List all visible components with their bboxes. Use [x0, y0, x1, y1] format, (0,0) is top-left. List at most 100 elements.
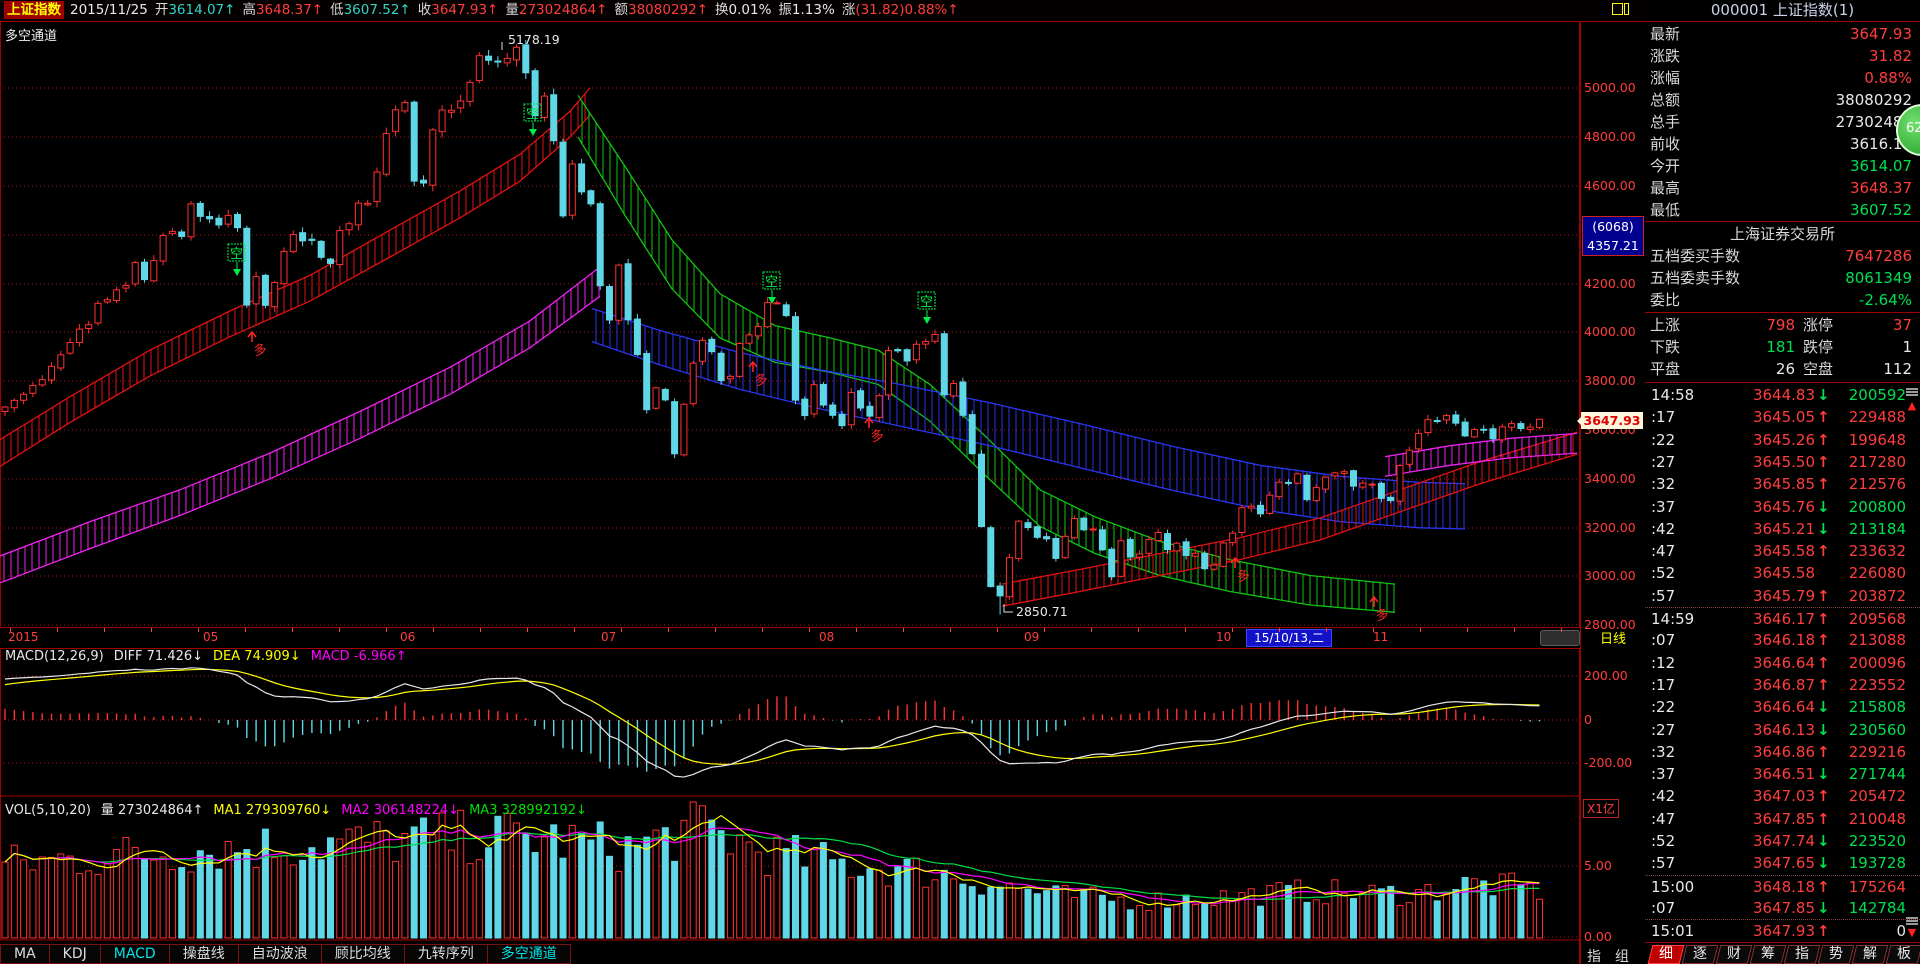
tick-row[interactable]: 15:00 3648.18 ↑ 175264	[1645, 874, 1920, 898]
ohlc-field-label: 开	[154, 2, 169, 18]
current-price-tag: 3647.93	[1577, 412, 1643, 429]
macd-axis-label: -200.00	[1584, 755, 1633, 770]
indicator-tab-操盘线[interactable]: 操盘线	[169, 944, 239, 964]
quote-view-tab-细[interactable]: 细	[1647, 945, 1685, 964]
macd-axis-label: 0	[1584, 712, 1592, 727]
ticklist-scroll-handle-bottom[interactable]	[1906, 916, 1918, 926]
tick-row[interactable]: :12 3646.64 ↑ 200096	[1651, 653, 1906, 672]
channel-magenta-flat-right	[1384, 432, 1578, 477]
ticklist-scroll-handle-top[interactable]	[1906, 387, 1918, 397]
short-signal-marker: 空	[762, 271, 781, 304]
quote-view-tab-解[interactable]: 解	[1851, 945, 1889, 964]
vol-header-item: MA1 279309760↓	[213, 803, 332, 818]
overlay-indicator-label: 多空通道	[5, 29, 58, 44]
quote-view-tab-bar: 细逐财筹指势解板	[1647, 945, 1920, 964]
ohlc-field-value: 3647.93↑	[431, 2, 499, 18]
tick-row[interactable]: :32 3646.86 ↑ 229216	[1651, 742, 1906, 761]
indicator-tab-多空通道[interactable]: 多空通道	[487, 944, 571, 964]
quote-view-tab-财[interactable]: 财	[1715, 945, 1753, 964]
market-breadth-row: 上涨 798 涨停 37	[1650, 316, 1912, 334]
indicator-tab-九转序列[interactable]: 九转序列	[404, 944, 488, 964]
price-axis-label: 3800.00	[1584, 373, 1636, 388]
quote-view-tab-逐[interactable]: 逐	[1681, 945, 1719, 964]
quote-row: 今开 3614.07	[1650, 157, 1912, 175]
tick-row[interactable]: :27 3646.13 ↓ 230560	[1651, 720, 1906, 739]
price-axis-label: 4200.00	[1584, 276, 1636, 291]
macd-axis-label: 200.00	[1584, 668, 1628, 683]
indicator-tab-MACD[interactable]: MACD	[100, 944, 170, 964]
ohlc-field-label: 振	[778, 2, 792, 18]
tick-row[interactable]: :42 3647.03 ↑ 205472	[1651, 787, 1906, 806]
tick-row[interactable]: :57 3647.65 ↓ 193728	[1651, 854, 1906, 873]
quote-view-tab-筹[interactable]: 筹	[1749, 945, 1787, 964]
ohlc-field-value: 3614.07↑	[168, 2, 236, 18]
macd-header-item: MACD(12,26,9)	[5, 649, 104, 664]
ticklist-scroll-up-icon[interactable]: ▲	[1907, 399, 1917, 412]
price-axis-label: 4800.00	[1584, 129, 1636, 144]
quote-row: 涨跌 31.82	[1650, 47, 1912, 65]
chart-scrollbar-thumb[interactable]	[1540, 630, 1580, 646]
tick-row[interactable]: 14:58 3644.83 ↓ 200592	[1651, 386, 1906, 404]
svg-text:空: 空	[765, 275, 778, 290]
quote-view-tab-板[interactable]: 板	[1885, 945, 1920, 964]
short-signal-marker: 空	[917, 291, 936, 324]
indicator-tab-MA[interactable]: MA	[0, 944, 50, 964]
tick-row[interactable]: :07 3646.18 ↑ 213088	[1651, 631, 1906, 650]
price-axis-label: 4600.00	[1584, 178, 1636, 193]
channel-green-falling	[577, 94, 1396, 613]
price-axis-label: 3200.00	[1584, 520, 1636, 535]
tick-row[interactable]: :22 3646.64 ↓ 215808	[1651, 698, 1906, 717]
quote-panel-title: 000001 上证指数(1)	[1645, 0, 1920, 22]
indicator-tab-自动波浪[interactable]: 自动波浪	[238, 944, 322, 964]
price-axis-label: 5000.00	[1584, 80, 1636, 95]
period-label[interactable]: 日线	[1599, 632, 1626, 647]
date-axis-tick: 07	[601, 630, 617, 644]
tick-row[interactable]: :52 3647.74 ↓ 223520	[1651, 832, 1906, 850]
long-signal-marker: 多	[1230, 556, 1251, 585]
ohlc-field-value: 3607.52↑	[343, 2, 411, 18]
exchange-row: 五档委卖手数 8061349	[1650, 269, 1912, 287]
indicator-tab-顾比均线[interactable]: 顾比均线	[321, 944, 405, 964]
tick-row[interactable]: 14:59 3646.17 ↑ 209568	[1645, 607, 1920, 630]
svg-text:多: 多	[869, 427, 885, 445]
date-axis-tick: 08	[819, 630, 835, 644]
tick-row[interactable]: :27 3645.50 ↑ 217280	[1651, 452, 1906, 471]
quote-view-tab-指[interactable]: 指	[1783, 945, 1821, 964]
tick-row[interactable]: :37 3646.51 ↓ 271744	[1651, 765, 1906, 784]
indicator-tab-KDJ[interactable]: KDJ	[49, 944, 101, 964]
tick-row[interactable]: :42 3645.21 ↓ 213184	[1651, 519, 1906, 538]
ohlc-field-value: 273024864↑	[518, 2, 608, 18]
tick-row[interactable]: :47 3647.85 ↑ 210048	[1651, 809, 1906, 828]
svg-text:多: 多	[1374, 606, 1390, 624]
tick-row[interactable]: :22 3645.26 ↑ 199648	[1651, 430, 1906, 449]
trough-price-annotation: 2850.71	[1016, 604, 1068, 619]
macd-header-item: DEA 74.909↓	[213, 649, 301, 664]
tick-row[interactable]: :57 3645.79 ↑ 203872	[1651, 586, 1906, 605]
tick-row[interactable]: :17 3645.05 ↑ 229488	[1651, 408, 1906, 427]
svg-text:多: 多	[252, 341, 268, 359]
exchange-row: 委比 -2.64%	[1650, 291, 1912, 309]
vol-axis-label: 0.00	[1584, 929, 1612, 944]
indicator-group-buttons[interactable]: 指组	[1587, 949, 1643, 964]
price-axis-column: 5000.00 4800.00 4600.00 4200.00 4000.00 3800.…	[1577, 22, 1646, 964]
tick-row[interactable]: :07 3647.85 ↓ 142784	[1651, 898, 1906, 917]
tick-row[interactable]: 15:01 3647.93 ↑ 0	[1645, 919, 1920, 942]
price-axis-label: 4000.00	[1584, 324, 1636, 339]
tick-row[interactable]: :37 3645.76 ↓ 200800	[1651, 497, 1906, 516]
tick-row[interactable]: :47 3645.58 ↑ 233632	[1651, 542, 1906, 561]
tick-row[interactable]: :17 3646.87 ↑ 223552	[1651, 675, 1906, 694]
layout-toggle-icon[interactable]	[1612, 3, 1632, 15]
tick-row[interactable]: :32 3645.85 ↑ 212576	[1651, 475, 1906, 494]
quote-panel: 000001 上证指数(1) 最新 3647.93 涨跌 31.82 涨幅 0.88% 总额…	[1645, 0, 1920, 964]
price-axis-label: 3000.00	[1584, 568, 1636, 583]
vol-header-item: MA2 306148224↓	[341, 803, 460, 818]
macd-header-item: DIFF 71.426↓	[113, 649, 204, 664]
ticklist-scroll-down-icon[interactable]: ▼	[1907, 926, 1917, 939]
symbol-chip[interactable]: 上证指数	[4, 1, 64, 19]
tick-row[interactable]: :52 3645.58 226080	[1651, 564, 1906, 583]
quote-view-tab-势[interactable]: 势	[1817, 945, 1855, 964]
ohlc-field-label: 收	[417, 2, 432, 18]
vol-header-item: VOL(5,10,20)	[5, 803, 91, 818]
date-axis[interactable]: 2015 05 06 07 08 09 10 11 15/10/13,二	[0, 627, 1580, 649]
